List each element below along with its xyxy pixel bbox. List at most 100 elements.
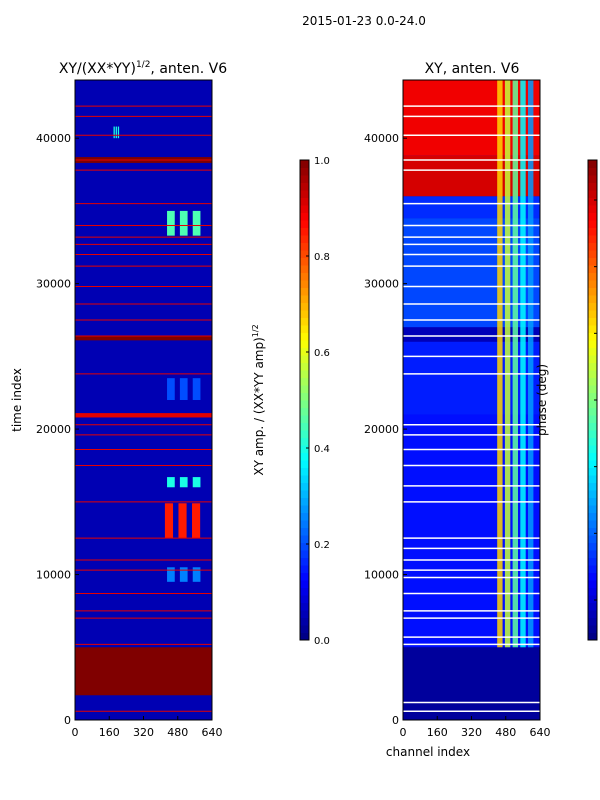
colorbar-segment bbox=[588, 430, 597, 438]
colorbar-segment bbox=[588, 625, 597, 633]
colorbar-segment bbox=[300, 355, 309, 363]
colorbar-segment bbox=[588, 220, 597, 228]
colorbar-segment bbox=[588, 317, 597, 326]
colorbar-segment bbox=[300, 227, 309, 236]
x-tick-label: 320 bbox=[461, 726, 482, 739]
colorbar-segment bbox=[300, 557, 309, 566]
colorbar-segment bbox=[588, 512, 597, 521]
colorbar-segment bbox=[300, 595, 309, 603]
colorbar-segment bbox=[588, 167, 597, 176]
y-axis-label: time index bbox=[10, 368, 24, 432]
colorbar-segment bbox=[588, 340, 597, 348]
amplitude-x-ticks: 0 160 320 480 640 bbox=[72, 716, 223, 739]
colorbar-segment bbox=[300, 527, 309, 536]
colorbar-segment bbox=[300, 632, 309, 641]
colorbar-segment bbox=[300, 250, 309, 258]
colorbar-segment bbox=[588, 160, 597, 168]
feature-cell bbox=[167, 567, 175, 582]
amplitude-panel-title: XY/(XX*YY)1/2, anten. V6 bbox=[59, 60, 227, 77]
colorbar-tick-label: 1.0 bbox=[314, 156, 330, 167]
colorbar-segment bbox=[588, 377, 597, 386]
colorbar-segment bbox=[300, 512, 309, 521]
colorbar-segment bbox=[588, 437, 597, 446]
phase-panel-title: XY, anten. V6 bbox=[425, 61, 520, 77]
colorbar-segment bbox=[588, 422, 597, 431]
colorbar-segment bbox=[300, 587, 309, 596]
colorbar-tick-label: 0.6 bbox=[314, 348, 330, 359]
colorbar-segment bbox=[588, 497, 597, 506]
amplitude-colorbar-label: XY amp. / (XX*YY amp)1/2 bbox=[251, 324, 266, 475]
colorbar-segment bbox=[588, 550, 597, 558]
colorbar-segment bbox=[300, 242, 309, 251]
colorbar-segment bbox=[588, 595, 597, 603]
y-tick-label: 30000 bbox=[36, 278, 71, 291]
flagged-block bbox=[75, 647, 212, 696]
colorbar-segment bbox=[588, 617, 597, 626]
colorbar-segment bbox=[588, 257, 597, 266]
x-tick-label: 480 bbox=[495, 726, 516, 739]
colorbar-segment bbox=[588, 242, 597, 251]
amplitude-y-ticks: 0 10000 20000 30000 40000 bbox=[36, 132, 79, 727]
x-tick-label: 160 bbox=[99, 726, 120, 739]
flagged-block bbox=[75, 336, 212, 341]
colorbar-segment bbox=[300, 302, 309, 311]
colorbar-segment bbox=[300, 212, 309, 221]
colorbar-segment bbox=[300, 265, 309, 273]
colorbar-frame bbox=[299, 159, 310, 641]
colorbar-segment bbox=[588, 302, 597, 311]
colorbar-segment bbox=[300, 482, 309, 491]
phase-column bbox=[528, 80, 534, 648]
colorbar-segment bbox=[300, 160, 309, 168]
colorbar-segment bbox=[300, 437, 309, 446]
colorbar-segment bbox=[300, 610, 309, 618]
y-tick-label: 40000 bbox=[364, 132, 399, 145]
colorbar-segment bbox=[300, 205, 309, 213]
colorbar-segment bbox=[588, 287, 597, 296]
feature-cell bbox=[179, 567, 188, 582]
phase-colorbar-label: phase (deg) bbox=[535, 364, 549, 436]
colorbar-segment bbox=[588, 227, 597, 236]
colorbar-segment bbox=[588, 407, 597, 416]
colorbar-segment bbox=[588, 475, 597, 483]
colorbar-segment bbox=[588, 602, 597, 611]
colorbar-segment bbox=[588, 520, 597, 528]
colorbar-segment bbox=[588, 632, 597, 641]
colorbar-segment bbox=[300, 340, 309, 348]
phase-band bbox=[403, 155, 540, 197]
x-tick-label: 640 bbox=[530, 726, 551, 739]
figure-title: 2015-01-23 0.0-24.0 bbox=[302, 14, 426, 28]
phase-column bbox=[497, 80, 503, 648]
colorbar-segment bbox=[588, 392, 597, 401]
feature-cell bbox=[113, 126, 115, 139]
phase-column bbox=[512, 80, 518, 648]
phase-band bbox=[403, 196, 540, 219]
colorbar-segment bbox=[588, 370, 597, 378]
x-tick-label: 160 bbox=[427, 726, 448, 739]
x-tick-label: 0 bbox=[72, 726, 79, 739]
colorbar-segment bbox=[588, 355, 597, 363]
feature-cell bbox=[192, 567, 201, 582]
feature-cell bbox=[167, 378, 175, 400]
colorbar-segment bbox=[300, 287, 309, 296]
colorbar-segment bbox=[588, 280, 597, 288]
colorbar-segment bbox=[588, 482, 597, 491]
colorbar-segment bbox=[300, 377, 309, 386]
y-tick-label: 10000 bbox=[364, 569, 399, 582]
colorbar-segment bbox=[300, 325, 309, 333]
colorbar-segment bbox=[300, 332, 309, 341]
colorbar-segment bbox=[300, 220, 309, 228]
feature-cell bbox=[167, 477, 175, 488]
colorbar-segment bbox=[300, 572, 309, 581]
colorbar-segment bbox=[588, 182, 597, 191]
colorbar-segment bbox=[300, 520, 309, 528]
y-tick-label: 10000 bbox=[36, 569, 71, 582]
colorbar-segment bbox=[300, 167, 309, 176]
colorbar-tick-label: 0.0 bbox=[314, 636, 330, 647]
x-tick-label: 640 bbox=[202, 726, 223, 739]
colorbar-segment bbox=[588, 557, 597, 566]
phase-heatmap bbox=[403, 80, 540, 720]
feature-cell bbox=[178, 503, 187, 539]
colorbar-segment bbox=[588, 265, 597, 273]
feature-cell bbox=[179, 378, 188, 400]
